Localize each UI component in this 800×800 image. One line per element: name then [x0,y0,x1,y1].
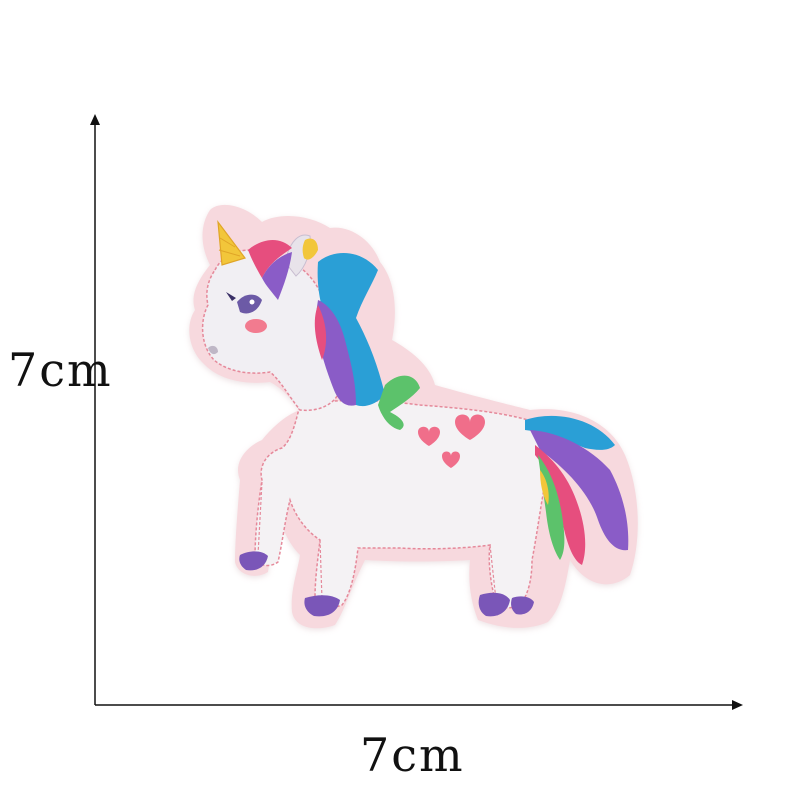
unicorn-head [201,249,341,412]
width-dimension-label: 7cm [360,728,465,782]
mane-yellow [302,238,318,260]
height-dimension-label: 7cm [8,343,113,397]
unicorn-tail [525,415,629,565]
mane-green [378,375,420,430]
mane-purple [315,300,356,406]
unicorn-eye [237,294,262,314]
mane-pink-lower [314,305,327,360]
unicorn-horn [217,219,246,266]
mane-pink [248,239,292,278]
heart-marks-icon [418,414,485,468]
mane-purple-top [262,252,292,300]
mane-blue [317,252,385,407]
unicorn-cheek [245,319,267,333]
unicorn-hooves [239,551,534,617]
height-arrow-icon [90,114,100,125]
width-arrow-icon [732,700,743,710]
